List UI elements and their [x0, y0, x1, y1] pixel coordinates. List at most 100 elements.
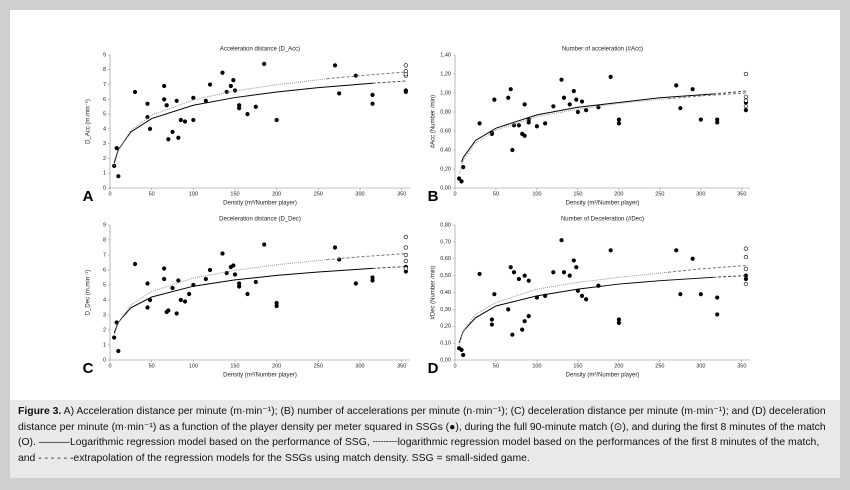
point — [370, 92, 375, 97]
point — [678, 292, 683, 297]
y-tick-label: 1 — [103, 342, 106, 348]
x-tick-label: 50 — [493, 363, 499, 369]
point — [116, 174, 121, 179]
panel-letter: A — [83, 188, 94, 205]
point — [182, 119, 188, 124]
point — [274, 303, 279, 309]
point — [145, 305, 150, 310]
point — [743, 246, 749, 251]
point — [262, 242, 267, 247]
point — [403, 266, 408, 271]
point — [561, 95, 567, 100]
point — [510, 332, 515, 337]
regression-line — [458, 271, 669, 345]
point — [579, 99, 585, 104]
point — [403, 245, 408, 250]
point — [245, 291, 250, 297]
point — [516, 123, 522, 128]
point — [145, 281, 150, 286]
y-tick-label: 0,50 — [440, 273, 451, 279]
x-axis-label: Density (m²/Number player) — [566, 201, 640, 207]
y-tick-label: 0 — [103, 357, 106, 363]
y-tick-label: 0,40 — [440, 147, 451, 153]
point — [674, 83, 679, 88]
point — [715, 295, 720, 300]
point — [715, 312, 720, 317]
x-tick-label: 250 — [314, 191, 323, 197]
x-tick-label: 0 — [453, 363, 456, 369]
point — [203, 98, 208, 103]
y-tick-label: 0,40 — [440, 290, 451, 296]
point — [145, 101, 150, 106]
point — [337, 91, 342, 96]
point — [526, 278, 531, 283]
point — [231, 78, 236, 83]
regression-line — [372, 266, 406, 269]
caption: Figure 3. A) Acceleration distance per m… — [10, 400, 840, 478]
point — [522, 319, 527, 324]
point — [403, 234, 408, 240]
point — [489, 317, 494, 322]
point — [207, 267, 213, 273]
point — [743, 254, 749, 260]
point — [232, 272, 238, 277]
y-tick-label: 0,60 — [440, 128, 451, 134]
y-tick-label: 7 — [103, 252, 106, 258]
chart-title: Acceleration distance (D_Acc) — [220, 47, 300, 53]
point — [332, 63, 338, 68]
caption-text: A) Acceleration distance per minute (m·m… — [18, 406, 826, 464]
y-axis-label: D_Dec (m.min⁻¹) — [86, 270, 92, 316]
point — [743, 107, 749, 113]
point — [534, 124, 540, 129]
x-tick-label: 0 — [108, 191, 111, 197]
point — [332, 245, 338, 250]
y-tick-label: 1 — [103, 171, 106, 177]
point — [403, 252, 408, 258]
chart-title: Deceleration distance (D_Dec) — [219, 217, 301, 223]
point — [543, 121, 548, 126]
point — [170, 285, 175, 291]
x-tick-label: 0 — [453, 191, 456, 197]
point — [403, 63, 408, 68]
point — [245, 112, 250, 117]
x-tick-label: 50 — [149, 363, 155, 369]
point — [690, 87, 695, 92]
point — [551, 270, 556, 275]
x-tick-label: 200 — [614, 191, 623, 197]
y-tick-label: 0,20 — [440, 324, 451, 330]
panel-letter: D — [428, 360, 439, 377]
point — [559, 238, 564, 243]
x-tick-label: 150 — [573, 363, 582, 369]
point — [508, 87, 513, 92]
regression-line — [458, 276, 714, 344]
point — [112, 335, 117, 340]
point — [459, 347, 464, 352]
y-tick-label: 4 — [103, 297, 106, 303]
point — [162, 276, 167, 282]
point — [522, 273, 527, 278]
regression-line — [458, 98, 669, 174]
point — [456, 176, 462, 181]
point — [690, 256, 695, 261]
point — [220, 251, 225, 256]
point — [370, 101, 375, 106]
y-tick-label: 0,80 — [440, 109, 451, 115]
point — [114, 146, 119, 151]
point — [170, 129, 175, 134]
point — [608, 74, 613, 79]
point — [584, 107, 589, 113]
point — [575, 109, 581, 115]
point — [584, 297, 589, 302]
point — [743, 276, 749, 282]
point — [461, 352, 466, 358]
point — [492, 292, 497, 297]
x-tick-label: 300 — [355, 191, 364, 197]
point — [262, 61, 267, 66]
x-tick-label: 350 — [397, 191, 406, 197]
point — [147, 126, 153, 131]
y-tick-label: 6 — [103, 267, 106, 273]
point — [459, 179, 464, 184]
regression-line — [113, 82, 373, 164]
x-tick-label: 250 — [655, 191, 664, 197]
